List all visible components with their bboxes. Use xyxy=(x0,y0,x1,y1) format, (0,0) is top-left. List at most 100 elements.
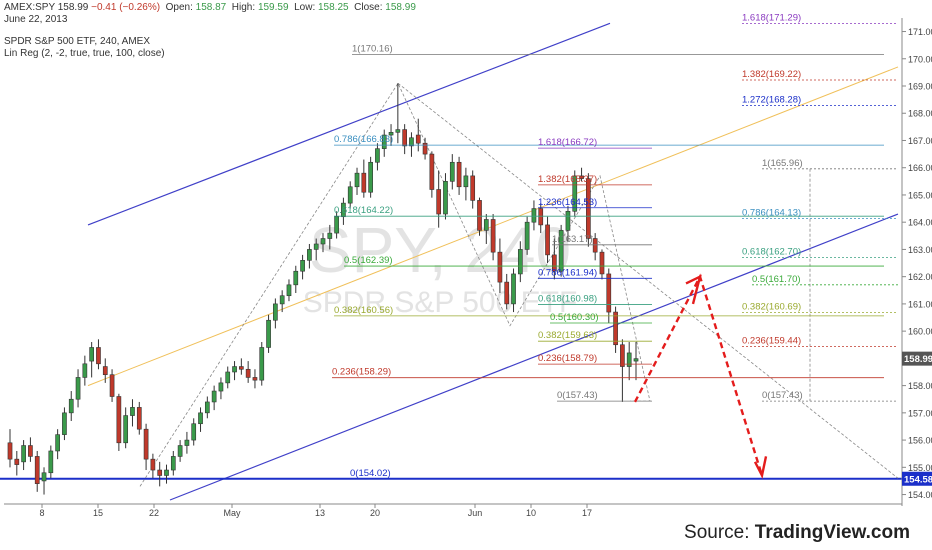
fib-level-label: 1(163.17) xyxy=(552,234,593,245)
candle xyxy=(143,423,149,471)
x-tick-label: 17 xyxy=(582,508,592,518)
candle-body xyxy=(177,445,183,457)
y-tick-label: 170.000 xyxy=(908,54,932,64)
candle xyxy=(211,385,217,411)
y-tick-label: 162.000 xyxy=(908,272,932,282)
y-tick-label: 171.000 xyxy=(908,27,932,37)
candle xyxy=(361,159,367,198)
y-tick-label: 163.000 xyxy=(908,245,932,255)
projection-arrowhead-down xyxy=(753,456,768,480)
candle-body xyxy=(483,219,489,231)
watermark: SPY, 240 SPDR S&P 500 ETF xyxy=(303,214,578,319)
candle xyxy=(136,401,142,435)
fib-level-label: 0.5(161.70) xyxy=(752,274,801,285)
candle-body xyxy=(109,374,115,397)
candle-body xyxy=(279,295,285,305)
candle xyxy=(470,170,476,209)
candle xyxy=(524,216,530,255)
price-change: −0.41 (−0.26%) xyxy=(91,2,161,13)
x-tick-label: Jun xyxy=(468,508,483,518)
candle xyxy=(75,369,81,408)
candle-body xyxy=(225,371,231,384)
candle xyxy=(150,453,156,479)
candle-body xyxy=(14,458,20,465)
candle-body xyxy=(28,445,33,457)
fib-level-label: 1(165.96) xyxy=(762,158,803,169)
x-tick-label: 8 xyxy=(39,508,44,518)
candle xyxy=(572,170,578,217)
candle-body xyxy=(558,230,564,272)
candle-body xyxy=(232,366,237,373)
candle xyxy=(68,391,74,422)
candle-body xyxy=(402,129,407,147)
candle-body xyxy=(606,273,612,313)
candle-body xyxy=(259,347,265,381)
candle-body xyxy=(34,456,40,484)
y-tick-label: 164.000 xyxy=(908,218,932,228)
fib-level-label: 0.5(162.39) xyxy=(344,255,393,266)
candle-body xyxy=(143,428,149,460)
candle xyxy=(579,167,584,182)
candle-body xyxy=(354,172,360,188)
candle xyxy=(511,268,516,313)
candle-body xyxy=(633,358,639,362)
open-label: Open: xyxy=(165,2,193,13)
candle xyxy=(429,151,435,198)
candle-body xyxy=(511,273,516,305)
candle-body xyxy=(313,243,319,250)
candle-body xyxy=(490,219,496,253)
fib-level-label: 0.382(160.56) xyxy=(334,305,393,316)
candle xyxy=(409,132,414,157)
candle xyxy=(415,118,421,152)
candle xyxy=(164,464,169,484)
fib-level-label: 0(154.02) xyxy=(350,468,391,479)
chart-header: AMEX:SPY 158.99 −0.41 (−0.26%) Open: 158… xyxy=(4,2,416,13)
candle-body xyxy=(191,423,197,441)
candle xyxy=(422,137,428,160)
low-label: Low: xyxy=(294,2,316,13)
fib-level-label: 1.382(169.22) xyxy=(742,69,801,80)
candle xyxy=(259,342,265,386)
candle-body xyxy=(239,366,244,370)
candle-body xyxy=(170,456,176,471)
chart-title: SPDR S&P 500 ETF, 240, AMEX xyxy=(4,36,150,47)
candle xyxy=(633,342,639,381)
candle xyxy=(320,233,326,253)
candle-body xyxy=(552,254,557,272)
watermark-name: SPDR S&P 500 ETF xyxy=(303,286,578,319)
projection-arrowhead-up xyxy=(685,274,702,305)
candle-body xyxy=(449,161,455,182)
x-tick-label: 20 xyxy=(370,508,380,518)
candle-body xyxy=(395,129,401,133)
close-label: Close: xyxy=(354,2,383,13)
y-tick-label: 167.000 xyxy=(908,136,932,146)
candle-body xyxy=(21,445,26,463)
last-price-badge-bg xyxy=(902,351,932,366)
candle xyxy=(307,243,312,269)
fib-level-label: 0(157.43) xyxy=(557,390,598,401)
candle xyxy=(477,197,482,236)
candle xyxy=(102,358,108,383)
candle xyxy=(449,154,455,190)
candle xyxy=(266,314,271,353)
candle xyxy=(232,361,237,381)
candle-body xyxy=(436,189,442,215)
candle-body xyxy=(415,134,421,144)
candle-body xyxy=(579,175,584,179)
candle-body xyxy=(341,202,346,218)
y-tick-label: 158.000 xyxy=(908,381,932,391)
candle xyxy=(116,393,122,451)
candle xyxy=(7,429,13,468)
candle xyxy=(14,450,20,476)
candle xyxy=(552,238,557,280)
fib-level-label: 1.272(168.28) xyxy=(742,95,801,106)
candle xyxy=(82,355,88,386)
y-tick-label: 154.000 xyxy=(908,490,932,500)
high-value: 159.59 xyxy=(257,2,289,13)
candle xyxy=(517,241,523,283)
candle xyxy=(293,265,299,294)
candle xyxy=(157,461,163,487)
candle-body xyxy=(409,137,414,147)
candle-body xyxy=(157,469,163,476)
